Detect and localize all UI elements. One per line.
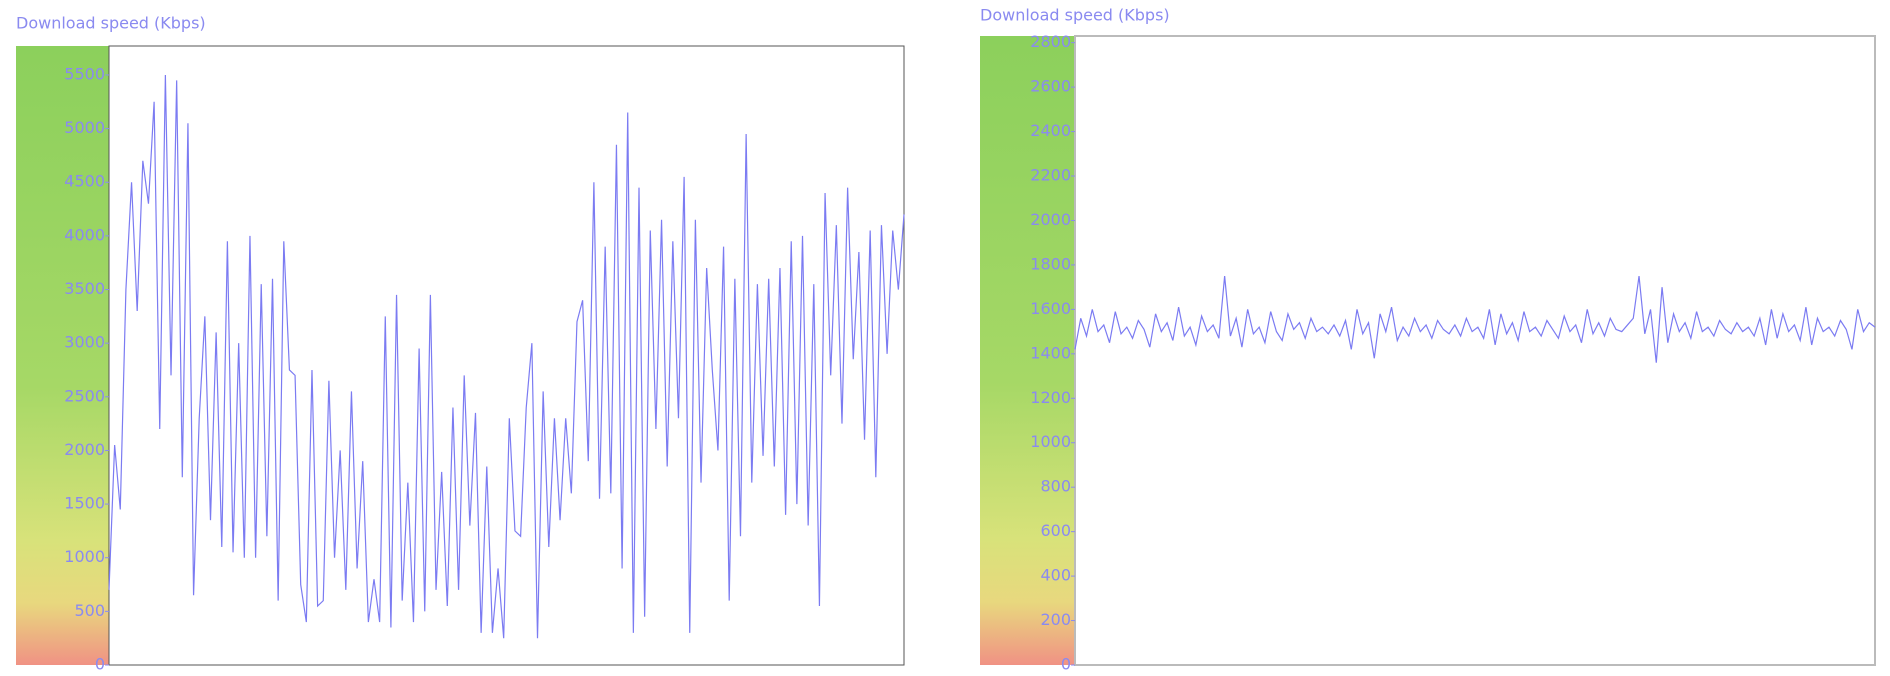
scale-strip bbox=[980, 36, 1075, 665]
y-tick-label: 0 bbox=[1061, 655, 1071, 674]
y-tick-label: 500 bbox=[74, 601, 105, 620]
data-line bbox=[1074, 275, 1876, 363]
y-tick-label: 2000 bbox=[64, 440, 105, 459]
y-tick-label: 200 bbox=[1040, 610, 1071, 629]
y-tick-label: 1000 bbox=[1030, 432, 1071, 451]
y-tick-label: 5000 bbox=[64, 118, 105, 137]
y-tick-label: 4500 bbox=[64, 172, 105, 191]
y-tick-label: 2000 bbox=[1030, 210, 1071, 229]
y-tick-label: 5500 bbox=[64, 64, 105, 83]
y-tick-label: 2800 bbox=[1030, 32, 1071, 51]
y-tick-label: 0 bbox=[95, 655, 105, 674]
scale-strip bbox=[16, 46, 109, 665]
chart-title: Download speed (Kbps) bbox=[980, 6, 1170, 25]
y-tick-label: 800 bbox=[1040, 477, 1071, 496]
y-tick-label: 1600 bbox=[1030, 299, 1071, 318]
y-tick-label: 2600 bbox=[1030, 77, 1071, 96]
data-line bbox=[108, 74, 905, 639]
y-tick-label: 1200 bbox=[1030, 388, 1071, 407]
y-tick-label: 4000 bbox=[64, 225, 105, 244]
y-tick-label: 2500 bbox=[64, 386, 105, 405]
y-tick-label: 1800 bbox=[1030, 254, 1071, 273]
chart-title: Download speed (Kbps) bbox=[16, 14, 206, 33]
y-tick-label: 600 bbox=[1040, 521, 1071, 540]
y-tick-label: 2400 bbox=[1030, 121, 1071, 140]
plot-area bbox=[108, 45, 905, 666]
y-tick-label: 1500 bbox=[64, 494, 105, 513]
y-tick-label: 2200 bbox=[1030, 166, 1071, 185]
y-tick-label: 3500 bbox=[64, 279, 105, 298]
y-tick-label: 1000 bbox=[64, 547, 105, 566]
y-tick-label: 1400 bbox=[1030, 343, 1071, 362]
y-tick-label: 3000 bbox=[64, 333, 105, 352]
plot-area bbox=[1074, 35, 1876, 666]
y-tick-label: 400 bbox=[1040, 566, 1071, 585]
